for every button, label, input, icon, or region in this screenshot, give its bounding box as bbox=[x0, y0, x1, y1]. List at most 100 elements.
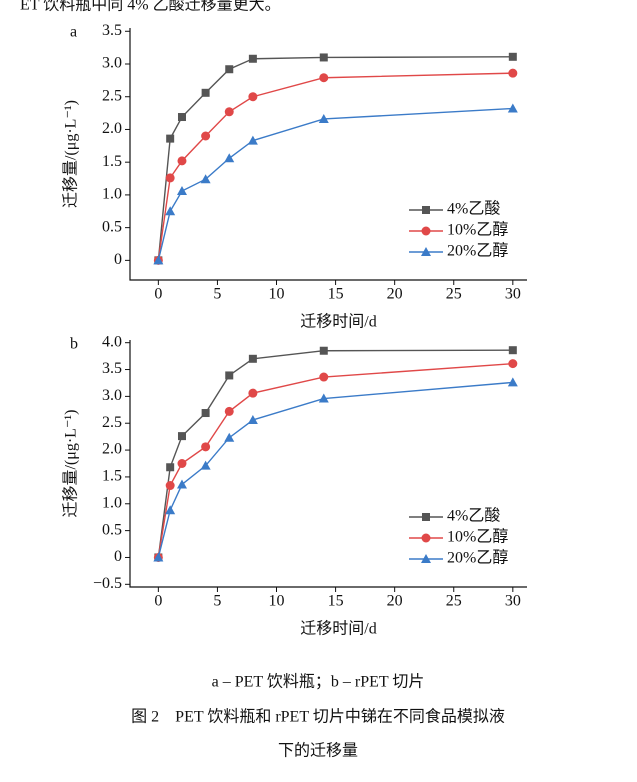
x-tick-label: 30 bbox=[505, 286, 521, 303]
y-tick-label: 2.5 bbox=[102, 87, 122, 104]
marker bbox=[248, 388, 258, 398]
x-tick-label: 0 bbox=[154, 286, 162, 303]
x-tick-label: 20 bbox=[387, 593, 403, 610]
x-tick-label: 10 bbox=[269, 286, 285, 303]
legend-label: 20%乙醇 bbox=[447, 549, 508, 567]
marker bbox=[224, 107, 234, 117]
marker bbox=[508, 68, 518, 78]
marker bbox=[177, 156, 187, 166]
x-tick-label: 15 bbox=[328, 286, 344, 303]
marker bbox=[166, 463, 175, 472]
y-tick-label: 4.0 bbox=[102, 333, 122, 350]
legend-marker bbox=[421, 226, 431, 236]
legend-marker bbox=[421, 533, 431, 543]
marker bbox=[153, 255, 164, 265]
marker bbox=[508, 359, 518, 369]
y-tick-label: 1.5 bbox=[102, 153, 122, 170]
marker bbox=[508, 52, 517, 61]
y-tick-label: 3.0 bbox=[102, 387, 122, 404]
x-tick-label: 20 bbox=[387, 286, 403, 303]
marker bbox=[319, 372, 329, 382]
marker bbox=[153, 552, 164, 562]
marker bbox=[319, 346, 328, 355]
y-tick-label: 0.5 bbox=[102, 521, 122, 538]
marker bbox=[247, 135, 258, 145]
legend-marker bbox=[421, 247, 431, 256]
series-line bbox=[157, 107, 513, 261]
panel-label: a bbox=[70, 24, 77, 41]
marker bbox=[248, 92, 258, 102]
marker bbox=[165, 505, 176, 515]
legend-marker bbox=[422, 206, 430, 214]
y-tick-label: 3.5 bbox=[102, 22, 122, 39]
y-tick-label: 0.5 bbox=[102, 218, 122, 235]
marker bbox=[176, 479, 187, 489]
x-tick-label: 5 bbox=[213, 593, 221, 610]
y-tick-label: 2.5 bbox=[102, 414, 122, 431]
marker bbox=[508, 346, 517, 355]
marker bbox=[507, 377, 518, 387]
marker bbox=[225, 371, 234, 380]
legend-label: 20%乙醇 bbox=[447, 242, 508, 260]
x-axis-label: 迁移时间/d bbox=[300, 313, 376, 331]
marker bbox=[507, 103, 518, 113]
legend-marker bbox=[421, 554, 431, 563]
marker bbox=[318, 393, 329, 403]
marker bbox=[176, 185, 187, 195]
marker bbox=[224, 432, 235, 442]
marker bbox=[247, 415, 258, 425]
x-tick-label: 5 bbox=[213, 286, 221, 303]
x-axis-label: 迁移时间/d bbox=[300, 620, 376, 638]
marker bbox=[225, 65, 234, 74]
top-text: ET 饮料瓶中同 4% 乙酸迁移量更大。 bbox=[20, 0, 281, 14]
x-tick-label: 25 bbox=[446, 593, 462, 610]
series-line bbox=[157, 381, 513, 558]
legend-marker bbox=[422, 513, 430, 521]
marker bbox=[248, 54, 257, 63]
x-tick-label: 30 bbox=[505, 593, 521, 610]
marker bbox=[165, 173, 175, 183]
marker bbox=[201, 131, 211, 141]
marker bbox=[248, 354, 257, 363]
legend-label: 4%乙酸 bbox=[447, 200, 500, 218]
y-tick-label: 2.0 bbox=[102, 120, 122, 137]
x-tick-label: 10 bbox=[269, 593, 285, 610]
x-tick-label: 0 bbox=[154, 593, 162, 610]
marker bbox=[201, 442, 211, 452]
marker bbox=[165, 206, 176, 216]
marker bbox=[177, 432, 186, 441]
marker bbox=[318, 113, 329, 123]
y-tick-label: 1.0 bbox=[102, 494, 122, 511]
marker bbox=[166, 134, 175, 143]
marker bbox=[177, 113, 186, 122]
y-tick-label: 2.0 bbox=[102, 441, 122, 458]
legend-label: 4%乙酸 bbox=[447, 507, 500, 525]
y-tick-label: 3.0 bbox=[102, 55, 122, 72]
y-tick-label: 3.5 bbox=[102, 360, 122, 377]
marker bbox=[165, 481, 175, 491]
caption-line: 下的迁移量 bbox=[278, 742, 358, 760]
subcaption: a – PET 饮料瓶；b – rPET 切片 bbox=[212, 673, 425, 691]
caption-line: 图 2 PET 饮料瓶和 rPET 切片中锑在不同食品模拟液 bbox=[131, 708, 505, 726]
series-line bbox=[157, 349, 513, 558]
x-tick-label: 25 bbox=[446, 286, 462, 303]
y-tick-label: 1.5 bbox=[102, 468, 122, 485]
marker bbox=[200, 174, 211, 184]
panel-label: b bbox=[70, 336, 78, 353]
x-tick-label: 15 bbox=[328, 593, 344, 610]
y-tick-label: 1.0 bbox=[102, 186, 122, 203]
legend-label: 10%乙醇 bbox=[447, 528, 508, 546]
marker bbox=[224, 406, 234, 416]
marker bbox=[319, 73, 329, 83]
legend-label: 10%乙醇 bbox=[447, 221, 508, 239]
marker bbox=[200, 460, 211, 470]
marker bbox=[201, 88, 210, 97]
y-tick-label: 0 bbox=[114, 251, 122, 268]
marker bbox=[319, 53, 328, 62]
y-tick-label: 0 bbox=[114, 548, 122, 565]
y-tick-label: −0.5 bbox=[93, 575, 122, 592]
marker bbox=[201, 409, 210, 418]
y-axis-label: 迁移量/(μg·L⁻¹) bbox=[62, 409, 80, 517]
marker bbox=[177, 459, 187, 468]
